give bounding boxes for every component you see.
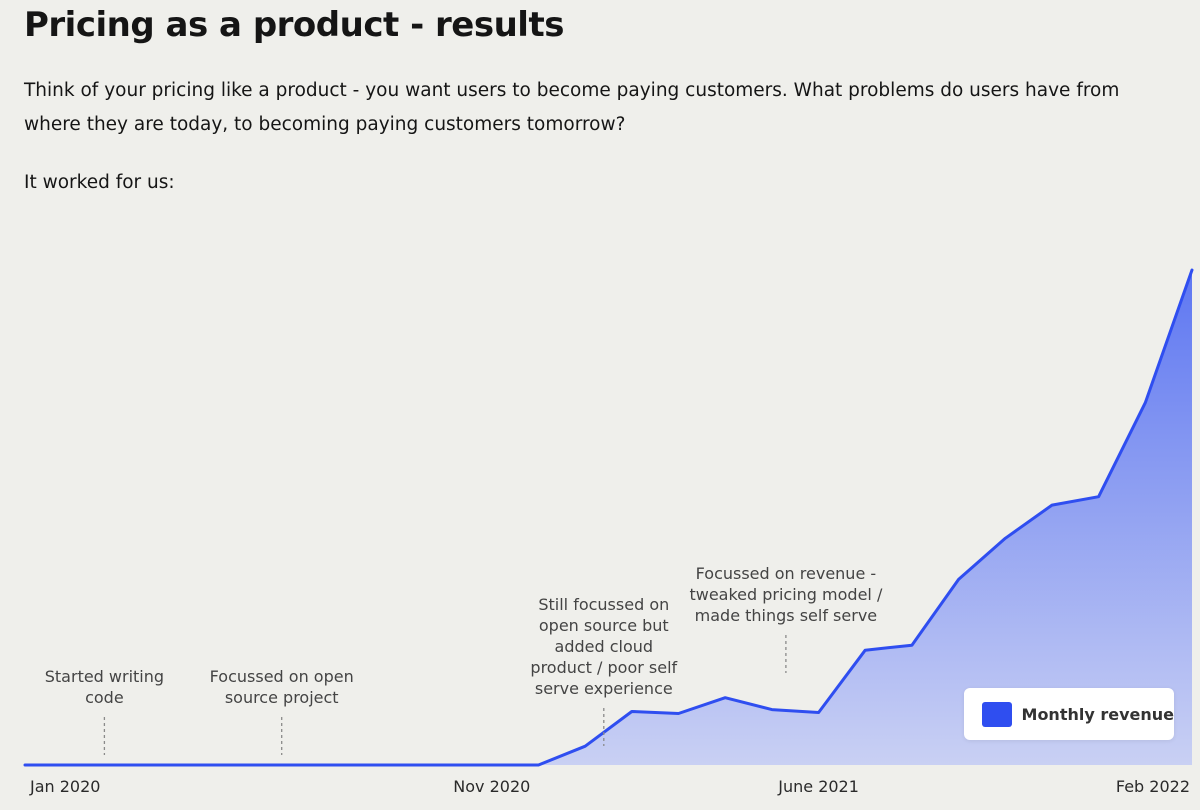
intro-text: It worked for us: [24, 172, 175, 193]
annotation-text: Focussed on revenue - tweaked pricing mod… [689, 564, 883, 625]
chart-legend: Monthly revenue [964, 688, 1174, 740]
annotation-line: serve experience [535, 679, 673, 698]
annotation-line: open source but [539, 616, 669, 635]
annotation-line: made things self serve [695, 606, 877, 625]
annotation-line: tweaked pricing model / [689, 585, 883, 604]
annotation-2: Still focussed on open source but added cl… [530, 595, 678, 746]
annotation-text: Focussed on open source project [210, 667, 354, 707]
annotation-3: Focussed on revenue - tweaked pricing mod… [689, 564, 883, 673]
annotation-line: Still focussed on [538, 595, 669, 614]
page-description: Think of your pricing like a product - y… [24, 80, 1120, 135]
annotation-text: Started writing code [45, 667, 164, 707]
annotation-line: code [85, 688, 124, 707]
annotation-text: Still focussed on open source but added cl… [530, 595, 677, 698]
annotation-0: Started writing code [45, 667, 164, 755]
series-line-0 [23, 268, 1194, 767]
annotation-line: Focussed on revenue - [696, 564, 877, 583]
x-tick-label: Feb 2022 [1116, 777, 1190, 796]
x-tick-label: Jan 2020 [29, 777, 100, 796]
x-tick-label: June 2021 [777, 777, 859, 796]
page-title: Pricing as a product - results [24, 5, 564, 45]
annotation-line: source project [225, 688, 339, 707]
annotation-line: Started writing [45, 667, 164, 686]
annotation-line: product / poor self [530, 658, 677, 677]
legend-label: Monthly revenue [1021, 704, 1174, 724]
annotation-1: Focussed on open source project [210, 667, 354, 755]
legend-swatch [982, 701, 1012, 727]
x-tick-label: Nov 2020 [453, 777, 530, 796]
annotation-line: Focussed on open [210, 667, 354, 686]
annotation-line: added cloud [555, 637, 654, 656]
